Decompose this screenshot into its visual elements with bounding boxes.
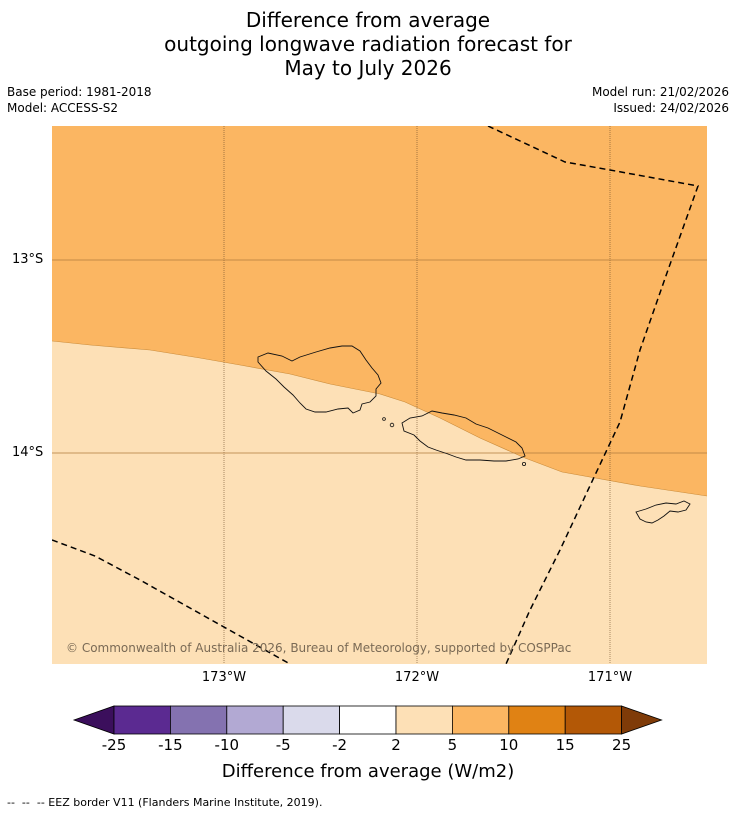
colorbar-tick-label: 10 <box>499 736 519 754</box>
colorbar-segment <box>395 705 453 735</box>
colorbar-tick-label: 25 <box>612 736 632 754</box>
meta-right: Model run: 21/02/2026 Issued: 24/02/2026 <box>592 84 729 116</box>
colorbar-segment <box>282 705 341 735</box>
lon-label-173w: 173°W <box>201 670 247 685</box>
colorbar-title: Difference from average (W/m2) <box>221 761 515 782</box>
issued-date: Issued: 24/02/2026 <box>613 101 729 115</box>
colorbar-tick-label: 5 <box>447 736 458 754</box>
colorbar-tick-label: 15 <box>555 736 575 754</box>
islet-manono <box>389 422 395 428</box>
colorbar-segment <box>226 705 284 735</box>
colorbar-segment <box>169 705 228 735</box>
colorbar-segment <box>113 705 171 735</box>
colorbar-tick-label: -25 <box>101 736 127 754</box>
colorbar-tick-label: 2 <box>391 736 401 754</box>
islet-apolima <box>382 417 386 421</box>
title-line-2: outgoing longwave radiation forecast for <box>164 32 572 56</box>
eez-border <box>52 126 700 664</box>
islet-nuutele <box>522 461 527 466</box>
colorbar-tick-label: -10 <box>214 736 240 754</box>
chart-title: Difference from average outgoing longwav… <box>0 8 736 80</box>
lon-gridlines <box>223 126 611 664</box>
region-5-to-10 <box>52 126 707 496</box>
colorbar-segment <box>339 705 397 735</box>
colorbar-tick-label: -15 <box>158 736 183 754</box>
colorbar-tick-label: -2 <box>332 736 348 754</box>
eez-legend: -- -- -- EEZ border V11 (Flanders Marine… <box>7 796 323 809</box>
island-tutuila <box>635 500 691 524</box>
lat-gridlines <box>52 259 707 454</box>
title-line-1: Difference from average <box>245 8 491 32</box>
base-period: Base period: 1981-2018 <box>7 85 152 99</box>
lat-label-14s: 14°S <box>12 445 44 460</box>
model-name: Model: ACCESS-S2 <box>7 101 119 115</box>
map-panel <box>52 126 707 664</box>
model-run: Model run: 21/02/2026 <box>591 85 729 99</box>
colorbar-segment <box>508 705 566 735</box>
meta-left: Base period: 1981-2018 Model: ACCESS-S2 <box>7 84 152 116</box>
island-savaii <box>257 345 382 414</box>
colorbar-extend-high <box>621 705 663 735</box>
colorbar-extend-low <box>72 705 115 735</box>
colorbar-segment <box>564 705 623 735</box>
copyright-notice: © Commonwealth of Australia 2026, Bureau… <box>66 641 572 655</box>
lon-label-172w: 172°W <box>394 670 440 685</box>
island-upolu <box>401 410 526 462</box>
colorbar-segment <box>451 705 510 735</box>
lon-label-171w: 171°W <box>587 670 633 685</box>
title-line-3: May to July 2026 <box>284 56 452 80</box>
colorbar-tick-label: -5 <box>275 736 291 754</box>
lat-label-13s: 13°S <box>12 252 44 267</box>
